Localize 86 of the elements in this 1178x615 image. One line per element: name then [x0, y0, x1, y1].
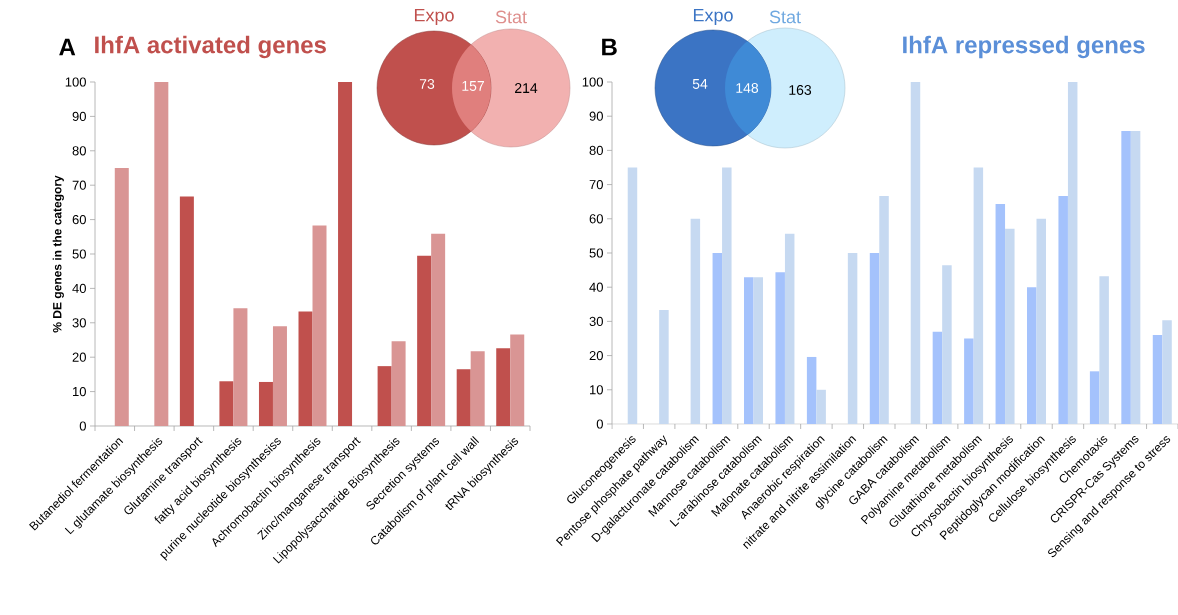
bar — [272, 326, 287, 426]
bar — [233, 308, 248, 426]
bar — [910, 81, 921, 424]
chart-title: IhfA repressed genes — [903, 35, 1145, 59]
bar — [744, 277, 754, 424]
y-tick-label: 80 — [72, 146, 86, 156]
bar — [391, 341, 406, 426]
y-tick-label: 90 — [72, 111, 86, 121]
annotation: 214 — [515, 83, 538, 93]
bar — [1152, 335, 1163, 424]
bar — [712, 252, 723, 424]
bar — [1058, 195, 1068, 424]
text: Expo — [693, 8, 733, 26]
bar — [312, 225, 327, 426]
annotation: 148 — [736, 83, 759, 93]
bar — [470, 351, 485, 426]
bar — [847, 252, 858, 424]
bar — [942, 265, 952, 424]
bar — [154, 81, 169, 426]
y-tick-label: 40 — [589, 282, 603, 292]
bar — [417, 255, 432, 426]
bar — [456, 369, 471, 426]
bar — [775, 272, 785, 424]
y-tick-label: 80 — [589, 145, 603, 155]
bar — [1036, 218, 1046, 424]
bar — [338, 81, 353, 426]
y-tick-label: 0 — [79, 421, 86, 431]
y-tick-label: 70 — [589, 179, 603, 190]
text: Stat — [769, 10, 801, 24]
annotation: 163 — [789, 85, 812, 95]
y-tick-label: 100 — [582, 77, 603, 87]
bar — [784, 233, 795, 424]
bar — [973, 167, 984, 424]
y-tick-label: 10 — [73, 386, 86, 397]
bar — [816, 389, 826, 424]
bar — [1121, 130, 1131, 424]
y-tick-label: 20 — [589, 350, 603, 361]
bar — [722, 167, 732, 424]
y-tick-label: 50 — [589, 248, 603, 258]
bar — [510, 334, 525, 426]
bar — [377, 366, 392, 426]
bar — [258, 381, 273, 426]
bar — [659, 310, 669, 424]
y-tick-label: 100 — [65, 77, 86, 87]
annotation: 157 — [462, 81, 484, 91]
y-tick-label: 60 — [589, 214, 603, 224]
y-tick-label: 60 — [72, 214, 86, 225]
y-tick-label: 90 — [589, 111, 603, 121]
text: Expo — [414, 8, 454, 26]
y-tick-label: 20 — [72, 352, 86, 362]
text: Stat — [495, 10, 527, 24]
bar — [753, 277, 764, 424]
bar — [806, 356, 817, 424]
bar — [1005, 228, 1015, 424]
bar — [1027, 287, 1037, 424]
bar — [298, 311, 313, 426]
y-tick-label: 40 — [72, 283, 86, 293]
bar — [1162, 320, 1172, 424]
text: A — [59, 38, 76, 56]
bar — [1089, 371, 1100, 424]
chart-title: IhfA activated genes — [95, 35, 326, 59]
y-axis-title: % DE genes in the category — [52, 175, 64, 333]
text: B — [602, 38, 617, 56]
bar — [932, 331, 943, 424]
bar — [431, 233, 446, 426]
y-tick-label: 50 — [72, 249, 86, 259]
bar — [1067, 81, 1078, 424]
bar — [995, 204, 1006, 424]
bar — [219, 381, 234, 426]
bar — [879, 195, 889, 424]
bar — [964, 338, 974, 424]
bar — [1130, 130, 1141, 424]
bar — [869, 252, 880, 424]
bar — [114, 167, 129, 426]
bar — [179, 196, 194, 426]
annotation: 54 — [692, 79, 708, 89]
bar — [496, 348, 511, 426]
y-tick-label: 30 — [72, 318, 86, 328]
bar — [627, 167, 638, 424]
y-tick-label: 70 — [72, 180, 86, 190]
bar — [1099, 276, 1109, 424]
annotation: 73 — [419, 79, 435, 89]
y-tick-label: 10 — [590, 385, 603, 395]
bar — [690, 218, 701, 424]
y-tick-label: 30 — [589, 316, 603, 326]
y-tick-label: 0 — [596, 419, 603, 429]
